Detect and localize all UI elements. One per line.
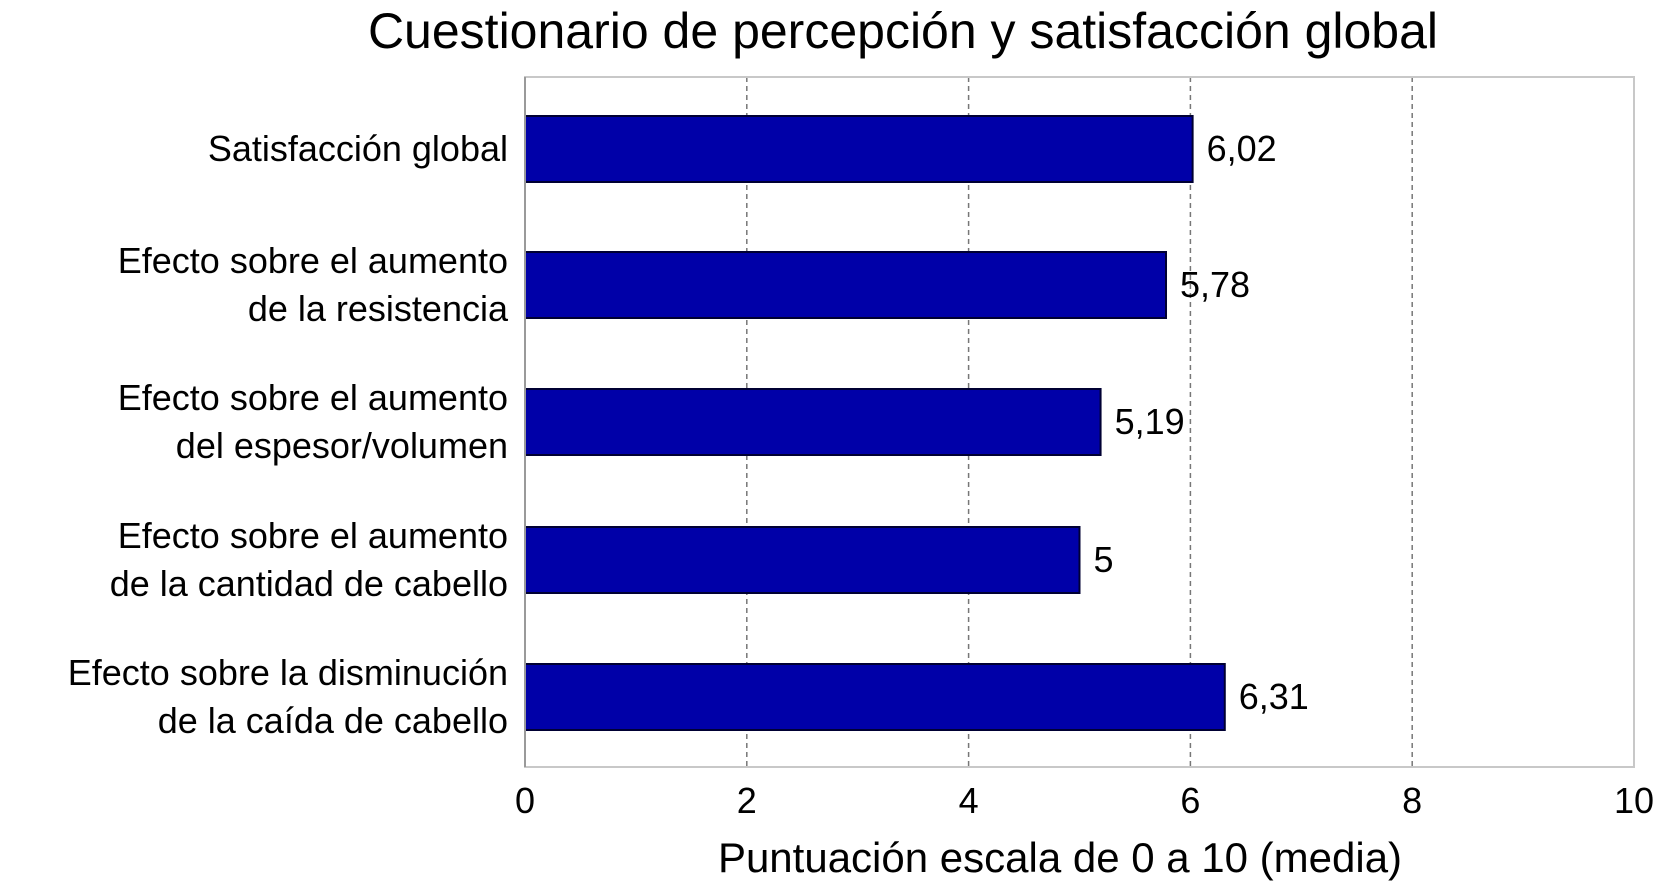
chart-title: Cuestionario de percepción y satisfacció… — [368, 3, 1438, 59]
category-label: Satisfacción global — [208, 128, 508, 169]
data-label: 5,19 — [1115, 401, 1185, 442]
category-label: de la cantidad de cabello — [110, 563, 508, 604]
category-label: Efecto sobre la disminución — [68, 652, 508, 693]
bars — [524, 115, 1226, 731]
category-label: Efecto sobre el aumento — [118, 515, 508, 556]
data-label: 5,78 — [1180, 264, 1250, 305]
labels: 0 2 4 6 8 10 6,02 Satisfacción global 5,78 Efecto… — [68, 128, 1654, 821]
data-label: 6,02 — [1207, 128, 1277, 169]
data-label: 6,31 — [1239, 676, 1309, 717]
category-label: del espesor/volumen — [176, 425, 508, 466]
bar — [524, 526, 1081, 594]
bar — [524, 251, 1168, 319]
bar — [524, 663, 1226, 731]
axes — [524, 76, 1635, 768]
category-label: Efecto sobre el aumento — [118, 377, 508, 418]
category-label: de la resistencia — [248, 288, 509, 329]
x-tick-label: 2 — [737, 780, 757, 821]
category-label: de la caída de cabello — [158, 700, 508, 741]
bar — [524, 388, 1102, 456]
x-tick-label: 8 — [1402, 780, 1422, 821]
bar — [524, 115, 1194, 183]
x-tick-label: 10 — [1614, 780, 1654, 821]
x-tick-label: 0 — [515, 780, 535, 821]
category-label: Efecto sobre el aumento — [118, 240, 508, 281]
data-label: 5 — [1094, 539, 1114, 580]
x-tick-label: 6 — [1180, 780, 1200, 821]
x-tick-label: 4 — [959, 780, 979, 821]
x-axis-title: Puntuación escala de 0 a 10 (media) — [718, 834, 1402, 881]
